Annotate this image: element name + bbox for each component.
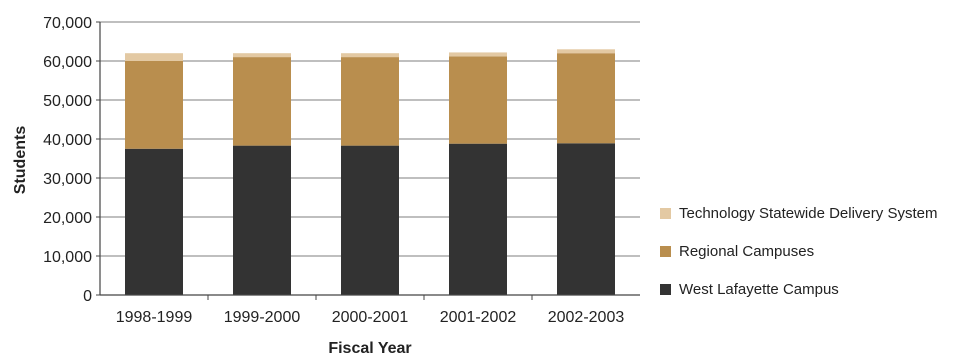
y-tick-label: 0	[83, 288, 92, 305]
x-axis-title: Fiscal Year	[328, 340, 411, 357]
x-tick-label: 1998-1999	[116, 309, 193, 326]
legend-item-west-lafayette: West Lafayette Campus	[660, 279, 960, 299]
bar-segment	[233, 57, 291, 146]
y-tick-label: 20,000	[43, 210, 92, 227]
bar-segment	[125, 148, 183, 295]
y-tick-label: 60,000	[43, 54, 92, 71]
legend-swatch	[660, 245, 671, 257]
axes	[99, 22, 640, 296]
bar-segment	[341, 53, 399, 58]
bar-segment	[449, 143, 507, 295]
bar-segment	[125, 61, 183, 149]
y-tick-label: 50,000	[43, 93, 92, 110]
y-tick-label: 30,000	[43, 171, 92, 188]
legend-label: Regional Campuses	[679, 242, 815, 260]
bar-segment	[233, 145, 291, 295]
legend: Technology Statewide Delivery System Reg…	[660, 203, 960, 317]
bar-segment	[233, 53, 291, 58]
x-tick-label: 2001-2002	[440, 309, 517, 326]
legend-label: Technology Statewide Delivery System	[679, 204, 938, 222]
x-tick-label: 1999-2000	[224, 309, 301, 326]
legend-label: West Lafayette Campus	[679, 280, 839, 298]
legend-item-regional-campuses: Regional Campuses	[660, 241, 960, 261]
y-axis-title: Students	[12, 126, 29, 195]
bar-segment	[557, 143, 615, 295]
legend-swatch	[660, 207, 671, 219]
x-tick-labels: 1998-1999 1999-2000 2000-2001 2001-2002 2002…	[116, 295, 625, 326]
x-tick-label: 2002-2003	[548, 309, 625, 326]
bar-stacks	[125, 49, 615, 295]
bar-segment	[557, 49, 615, 54]
bar-segment	[557, 53, 615, 144]
y-tick-label: 70,000	[43, 15, 92, 32]
legend-swatch	[660, 283, 671, 295]
y-tick-label: 10,000	[43, 249, 92, 266]
bar-segment	[341, 145, 399, 295]
legend-item-technology-statewide: Technology Statewide Delivery System	[660, 203, 960, 223]
y-tick-label: 40,000	[43, 132, 92, 149]
bar-segment	[341, 57, 399, 146]
x-tick-label: 2000-2001	[332, 309, 409, 326]
bar-segment	[449, 52, 507, 57]
bar-segment	[449, 56, 507, 144]
y-tick-labels: 0 10,000 20,000 30,000 40,000 50,000 60,000 70,…	[43, 15, 100, 305]
bar-segment	[125, 53, 183, 61]
